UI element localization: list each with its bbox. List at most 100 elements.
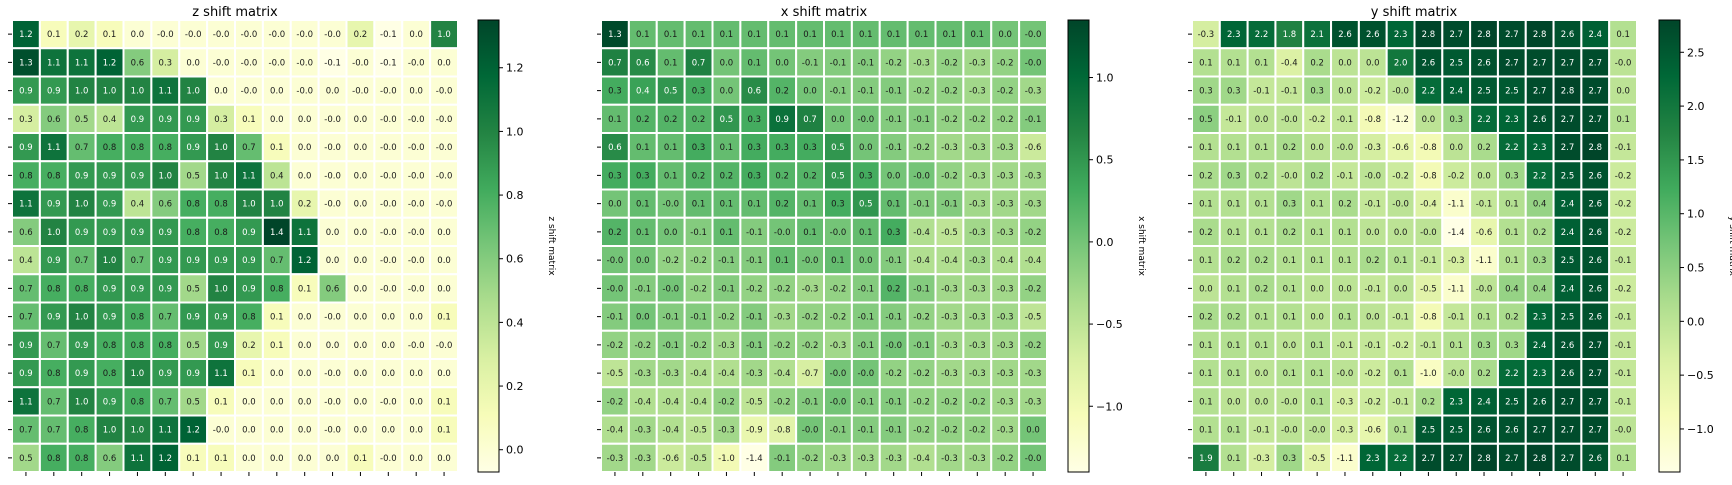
cell-value-label: -0.3	[969, 228, 986, 238]
heatmap-cell	[627, 442, 658, 473]
cell-value-label: 0.0	[1255, 397, 1269, 407]
cell-value-label: -0.4	[913, 228, 930, 238]
heatmap-cell	[1608, 216, 1638, 247]
cell-value-label: -1.4	[1448, 228, 1465, 238]
cell-value-label: 0.1	[720, 30, 734, 40]
cell-value-label: -0.0	[324, 426, 341, 436]
cell-value-label: 0.2	[1366, 256, 1380, 266]
heatmap-cell	[401, 329, 432, 360]
cell-value-label: 0.0	[437, 369, 451, 379]
cell-value-label: -0.1	[1448, 313, 1465, 323]
cell-value-label: -0.3	[997, 313, 1014, 323]
cell-value-label: 0.7	[47, 426, 61, 436]
cell-value-label: 0.0	[831, 115, 845, 125]
cell-value-label: 0.1	[720, 200, 734, 210]
cell-value-label: -0.0	[607, 284, 624, 294]
cell-value-label: -0.2	[969, 426, 986, 436]
cell-value-label: 0.1	[1310, 228, 1324, 238]
heatmap-cell	[401, 245, 432, 276]
cell-value-label: -0.1	[746, 313, 763, 323]
cell-value-label: -0.1	[858, 284, 875, 294]
cell-value-label: 0.0	[354, 115, 368, 125]
cell-value-label: -0.1	[913, 200, 930, 210]
cell-value-label: 2.6	[1505, 426, 1519, 436]
cell-value-label: 0.0	[298, 454, 312, 464]
cell-value-label: -0.2	[885, 58, 902, 68]
cell-value-label: -0.3	[1337, 397, 1354, 407]
heatmap-cell	[1552, 216, 1583, 247]
cell-value-label: -0.0	[380, 284, 397, 294]
cell-value-label: -0.4	[1281, 58, 1298, 68]
cell-value-label: 0.9	[186, 143, 200, 153]
cell-value-label: 0.0	[1422, 115, 1436, 125]
cell-value-label: 0.1	[636, 30, 650, 40]
cell-value-label: -0.0	[408, 284, 425, 294]
heatmap-cell	[627, 358, 658, 389]
cell-value-label: -0.3	[997, 369, 1014, 379]
heatmap-cell	[627, 414, 658, 445]
heatmap-cell	[1441, 358, 1472, 389]
heatmap-cell	[38, 188, 69, 219]
cell-value-label: 0.1	[1310, 256, 1324, 266]
cell-value-label: 0.2	[1310, 171, 1324, 181]
heatmap-cell	[261, 19, 292, 50]
heatmap-cell	[261, 216, 292, 247]
cell-value-label: 0.9	[19, 341, 33, 351]
cell-value-label: 0.5	[831, 143, 845, 153]
heatmap-cell	[1246, 245, 1277, 276]
heatmap-cell	[1413, 160, 1444, 191]
cell-value-label: -0.3	[1025, 397, 1042, 407]
cell-value-label: 0.3	[1283, 454, 1297, 464]
cell-value-label: 1.0	[159, 171, 173, 181]
cell-value-label: -0.1	[858, 397, 875, 407]
cell-value-label: 2.2	[1533, 171, 1547, 181]
cell-value-label: -0.0	[662, 200, 679, 210]
cell-value-label: 0.8	[270, 284, 284, 294]
cell-value-label: -0.1	[380, 30, 397, 40]
cell-value-label: 2.7	[1561, 115, 1575, 125]
heatmap-cell	[1441, 414, 1472, 445]
cell-value-label: 0.6	[159, 200, 173, 210]
heatmap-cell	[1608, 329, 1638, 360]
cell-value-label: 0.1	[1227, 284, 1241, 294]
cell-value-label: 2.6	[1561, 369, 1575, 379]
cell-value-label: 0.0	[242, 426, 256, 436]
cell-value-label: -0.2	[774, 284, 791, 294]
heatmap-cell	[767, 386, 798, 417]
cell-value-label: -0.0	[436, 341, 453, 351]
cell-value-label: 0.1	[803, 228, 817, 238]
cell-value-label: 0.3	[859, 171, 873, 181]
cell-value-label: 0.4	[270, 171, 284, 181]
cell-value-label: -0.2	[774, 397, 791, 407]
cell-value-label: 0.7	[47, 341, 61, 351]
cell-value-label: -0.0	[408, 143, 425, 153]
heatmap-cell	[1191, 216, 1221, 247]
cell-value-label: 0.0	[1477, 171, 1491, 181]
cell-value-label: -0.3	[997, 341, 1014, 351]
heatmap-cell	[1608, 75, 1638, 106]
cell-value-label: 0.2	[242, 341, 256, 351]
cell-value-label: -0.2	[830, 313, 847, 323]
cell-value-label: -0.5	[1420, 284, 1437, 294]
cell-value-label: 1.1	[214, 369, 228, 379]
heatmap-cell	[1330, 414, 1360, 445]
cell-value-label: 0.7	[159, 397, 173, 407]
cell-value-label: -0.2	[913, 369, 930, 379]
heatmap-cell	[1330, 75, 1360, 106]
heatmap-cell	[1441, 19, 1472, 50]
cell-value-label: 0.0	[437, 256, 451, 266]
heatmap-cell	[878, 75, 909, 106]
cell-value-label: -0.3	[607, 454, 624, 464]
heatmap-cell	[850, 329, 881, 360]
heatmap-cell	[1469, 19, 1499, 50]
cell-value-label: 2.3	[1533, 143, 1547, 153]
cell-value-label: -0.1	[1420, 341, 1437, 351]
cell-value-label: 2.3	[1533, 313, 1547, 323]
cell-value-label: 0.0	[354, 228, 368, 238]
heatmap-cell	[823, 103, 853, 134]
cell-value-label: 0.0	[1255, 369, 1269, 379]
cell-value-label: 0.1	[214, 397, 228, 407]
cell-value-label: 0.9	[47, 87, 61, 97]
cell-value-label: 0.3	[608, 87, 622, 97]
cell-value-label: 0.0	[354, 200, 368, 210]
